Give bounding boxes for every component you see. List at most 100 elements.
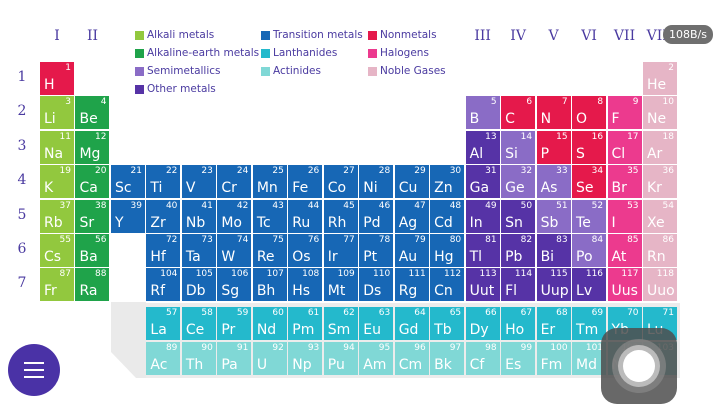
element-cell[interactable]: 22 Ti: [146, 165, 181, 199]
element-cell[interactable]: 43 Tc: [252, 199, 287, 233]
element-cell[interactable]: 18 Ar: [642, 130, 677, 164]
element-cell[interactable]: 81 Tl: [465, 234, 500, 267]
element-cell[interactable]: 91 Pa: [217, 341, 252, 375]
element-cell[interactable]: 27 Co: [323, 165, 358, 199]
element-cell[interactable]: 114 Fl: [501, 268, 536, 302]
element-cell[interactable]: 26 Fe: [288, 165, 323, 199]
element-cell[interactable]: 66 Dy: [465, 307, 500, 340]
element-cell[interactable]: 37 Rb: [40, 199, 74, 233]
element-cell[interactable]: 3 Li: [40, 96, 74, 130]
element-cell[interactable]: 92 U: [252, 341, 287, 375]
element-cell[interactable]: 33 As: [536, 165, 571, 199]
element-cell[interactable]: 31 Ga: [465, 165, 500, 199]
element-cell[interactable]: 116 Lv: [572, 268, 607, 302]
element-cell[interactable]: 14 Si: [501, 130, 536, 164]
element-cell[interactable]: 71 Lu: [642, 307, 677, 340]
element-cell[interactable]: 86 Rn: [642, 234, 677, 267]
element-cell[interactable]: 115 Uup: [536, 268, 571, 302]
element-cell[interactable]: 61 Pm: [288, 307, 323, 340]
element-cell[interactable]: 24 Cr: [217, 165, 252, 199]
element-cell[interactable]: 21 Sc: [110, 165, 145, 199]
element-cell[interactable]: 25 Mn: [252, 165, 287, 199]
element-cell[interactable]: 62 Sm: [323, 307, 358, 340]
element-cell[interactable]: 112 Cn: [430, 268, 465, 302]
element-cell[interactable]: 101 Md: [572, 341, 607, 375]
element-cell[interactable]: 100 Fm: [536, 341, 571, 375]
element-cell[interactable]: 57 La: [146, 307, 181, 340]
element-cell[interactable]: 20 Ca: [75, 165, 110, 199]
element-cell[interactable]: 67 Ho: [501, 307, 536, 340]
element-cell[interactable]: 83 Bi: [536, 234, 571, 267]
element-cell[interactable]: 104 Rf: [146, 268, 181, 302]
element-cell[interactable]: 41 Nb: [181, 199, 216, 233]
element-cell[interactable]: 16 S: [572, 130, 607, 164]
element-cell[interactable]: 30 Zn: [430, 165, 465, 199]
element-cell[interactable]: 76 Os: [288, 234, 323, 267]
element-cell[interactable]: 74 W: [217, 234, 252, 267]
element-cell[interactable]: 99 Es: [501, 341, 536, 375]
element-cell[interactable]: 2 He: [642, 62, 677, 95]
element-cell[interactable]: 4 Be: [75, 96, 110, 130]
element-cell[interactable]: 45 Rh: [323, 199, 358, 233]
element-cell[interactable]: 96 Cm: [394, 341, 429, 375]
element-cell[interactable]: 15 P: [536, 130, 571, 164]
element-cell[interactable]: 11 Na: [40, 130, 74, 164]
element-cell[interactable]: 72 Hf: [146, 234, 181, 267]
element-cell[interactable]: 40 Zr: [146, 199, 181, 233]
element-cell[interactable]: 38 Sr: [75, 199, 110, 233]
element-cell[interactable]: 65 Tb: [430, 307, 465, 340]
element-cell[interactable]: 46 Pd: [359, 199, 394, 233]
element-cell[interactable]: 34 Se: [572, 165, 607, 199]
element-cell[interactable]: 103 Lr: [642, 341, 677, 375]
element-cell[interactable]: 47 Ag: [394, 199, 429, 233]
element-cell[interactable]: 52 Te: [572, 199, 607, 233]
element-cell[interactable]: 80 Hg: [430, 234, 465, 267]
element-cell[interactable]: 118 Uuo: [642, 268, 677, 302]
element-cell[interactable]: 106 Sg: [217, 268, 252, 302]
element-cell[interactable]: 70 Yb: [607, 307, 642, 340]
element-cell[interactable]: 84 Po: [572, 234, 607, 267]
element-cell[interactable]: 23 V: [181, 165, 216, 199]
element-cell[interactable]: 88 Ra: [75, 268, 110, 302]
element-cell[interactable]: 59 Pr: [217, 307, 252, 340]
element-cell[interactable]: 36 Kr: [642, 165, 677, 199]
element-cell[interactable]: 90 Th: [181, 341, 216, 375]
element-cell[interactable]: 85 At: [607, 234, 642, 267]
element-cell[interactable]: 51 Sb: [536, 199, 571, 233]
element-cell[interactable]: 68 Er: [536, 307, 571, 340]
element-cell[interactable]: 98 Cf: [465, 341, 500, 375]
element-cell[interactable]: 35 Br: [607, 165, 642, 199]
element-cell[interactable]: 95 Am: [359, 341, 394, 375]
element-cell[interactable]: 48 Cd: [430, 199, 465, 233]
element-cell[interactable]: 89 Ac: [146, 341, 181, 375]
element-cell[interactable]: 107 Bh: [252, 268, 287, 302]
element-cell[interactable]: 60 Nd: [252, 307, 287, 340]
element-cell[interactable]: 113 Uut: [465, 268, 500, 302]
element-cell[interactable]: 10 Ne: [642, 96, 677, 130]
element-cell[interactable]: 53 I: [607, 199, 642, 233]
element-cell[interactable]: 78 Pt: [359, 234, 394, 267]
element-cell[interactable]: 42 Mo: [217, 199, 252, 233]
element-cell[interactable]: 79 Au: [394, 234, 429, 267]
element-cell[interactable]: 32 Ge: [501, 165, 536, 199]
element-cell[interactable]: 93 Np: [288, 341, 323, 375]
element-cell[interactable]: 75 Re: [252, 234, 287, 267]
element-cell[interactable]: 54 Xe: [642, 199, 677, 233]
element-cell[interactable]: 63 Eu: [359, 307, 394, 340]
element-cell[interactable]: 12 Mg: [75, 130, 110, 164]
element-cell[interactable]: 97 Bk: [430, 341, 465, 375]
element-cell[interactable]: 73 Ta: [181, 234, 216, 267]
element-cell[interactable]: 29 Cu: [394, 165, 429, 199]
element-cell[interactable]: 58 Ce: [181, 307, 216, 340]
element-cell[interactable]: 109 Mt: [323, 268, 358, 302]
element-cell[interactable]: 64 Gd: [394, 307, 429, 340]
element-cell[interactable]: 87 Fr: [40, 268, 74, 302]
element-cell[interactable]: 110 Ds: [359, 268, 394, 302]
element-cell[interactable]: 94 Pu: [323, 341, 358, 375]
element-cell[interactable]: 44 Ru: [288, 199, 323, 233]
